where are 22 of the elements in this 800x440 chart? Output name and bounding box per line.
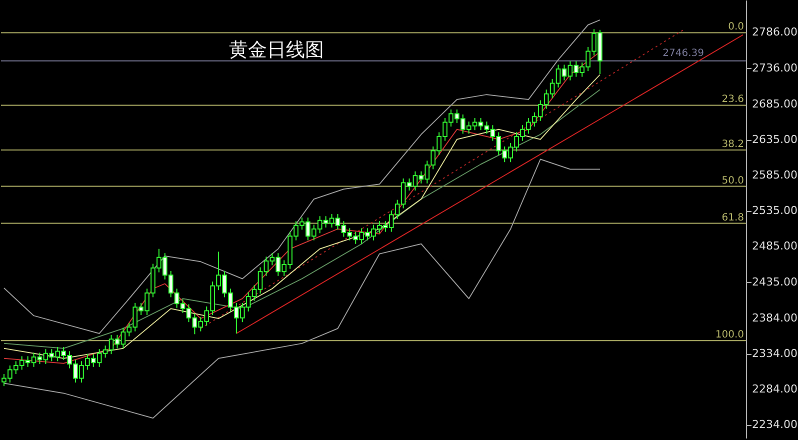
line-series xyxy=(3,158,600,419)
annotation: 100.0 xyxy=(715,330,744,341)
y-tick-label: 2384.00 xyxy=(752,312,798,325)
annotation: 61.8 xyxy=(722,212,744,224)
annotation: 0.0 xyxy=(728,22,744,33)
ref-line-label: 2746.39 xyxy=(662,48,704,59)
y-tick-label: 2585.00 xyxy=(752,168,798,182)
text: 黄金日线图 xyxy=(229,39,324,61)
y-tick-label: 2736.00 xyxy=(752,61,798,74)
y-tick-label: 2334.00 xyxy=(752,347,798,360)
y-tick-label: 2535.00 xyxy=(752,204,798,218)
y-tick-label: 2435.00 xyxy=(752,275,798,288)
y-tick-label: 2234.00 xyxy=(752,418,798,432)
line-series xyxy=(3,19,600,334)
y-tick-label: 2685.00 xyxy=(752,98,798,111)
y-tick-label: 2786.00 xyxy=(752,26,798,39)
annotation: 23.6 xyxy=(722,94,744,106)
y-tick-label: 2635.00 xyxy=(752,133,798,146)
annotation: 38.2 xyxy=(722,139,744,150)
annotation: 50.0 xyxy=(722,175,744,186)
y-tick-label: 2284.00 xyxy=(752,382,798,396)
y-tick-label: 2485.00 xyxy=(752,240,798,253)
